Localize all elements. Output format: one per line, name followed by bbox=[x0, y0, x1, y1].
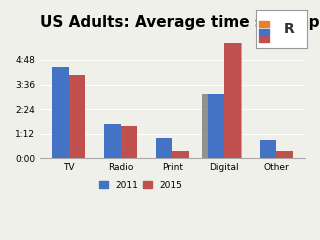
Bar bbox=[259, 21, 269, 27]
Bar bbox=[212, 120, 220, 158]
Bar bbox=[259, 36, 269, 42]
Bar bbox=[260, 140, 276, 158]
Bar bbox=[259, 29, 269, 35]
Legend: 2011, 2015: 2011, 2015 bbox=[96, 177, 186, 193]
Bar bbox=[172, 151, 189, 158]
Bar bbox=[202, 94, 210, 158]
Bar bbox=[224, 43, 241, 158]
Bar bbox=[234, 43, 242, 158]
Bar bbox=[104, 124, 121, 158]
Bar bbox=[69, 75, 85, 158]
Text: R: R bbox=[284, 22, 295, 36]
Bar bbox=[208, 94, 224, 158]
Bar bbox=[52, 67, 69, 158]
Bar bbox=[121, 126, 137, 158]
Bar bbox=[276, 151, 293, 158]
Bar bbox=[156, 138, 172, 158]
Text: US Adults: Average time spent per day: US Adults: Average time spent per day bbox=[40, 15, 320, 30]
